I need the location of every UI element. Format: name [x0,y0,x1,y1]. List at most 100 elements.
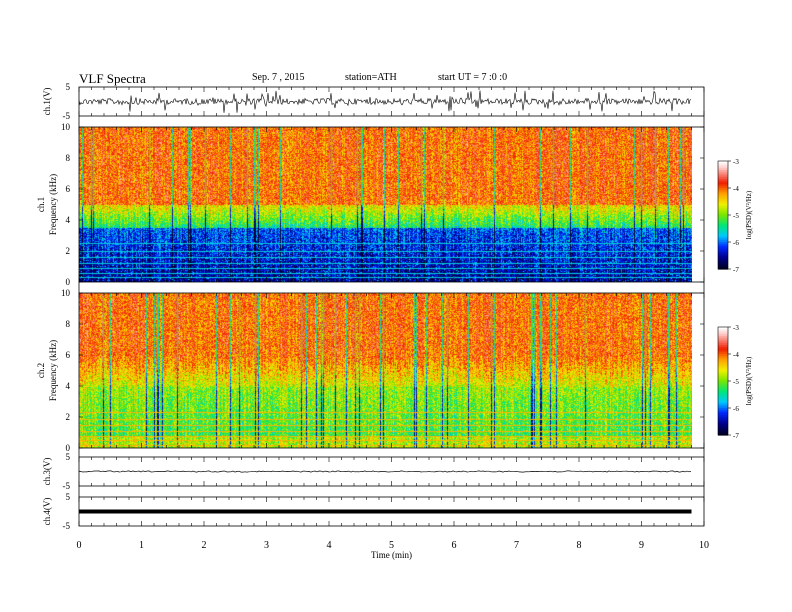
cbar2-swatch [718,348,728,351]
spec2-ytick-label: 10 [61,288,71,298]
cbar2-swatch [718,400,728,404]
cbar2-swatch [718,386,728,389]
cbar2-swatch [718,408,728,411]
spec2-image [79,293,692,448]
cbar2-swatch [718,382,728,386]
cbar1-swatch [718,225,728,229]
cbar2-swatch [718,413,728,416]
cbar1-swatch [718,265,728,268]
cbar1-tick-label: -4 [733,185,739,193]
cbar1-swatch [718,245,728,248]
cbar1-tick-label: -5 [733,212,739,220]
cbar2-swatch [718,381,728,384]
spec1-image [79,127,692,282]
cbar1-swatch [718,211,728,214]
cbar1-swatch [718,227,728,230]
cbar1-swatch [718,231,728,234]
cbar1-swatch [718,184,728,187]
cbar2-swatch [718,395,728,398]
cbar2-tick-label: -6 [733,405,739,413]
xtick-label: 3 [264,540,269,551]
cbar1-swatch [718,234,728,238]
cbar2-swatch [718,343,728,346]
cbar1-swatch [718,186,728,189]
ch2-colorbar: -3 -4 -5 -6 -7 log(PSD)(V²/Hz) [717,324,753,440]
spec1-ytick-label: 6 [66,184,71,194]
ch3-ytick-label: -5 [63,481,71,491]
cbar1-swatch [718,161,728,164]
cbar2-swatch [718,350,728,353]
cbar1-tick-label: -3 [733,158,739,166]
cbar1-swatch [718,204,728,207]
cbar2-swatch [718,330,728,333]
spec1-ylabel: Frequency (kHz) [48,174,58,235]
ch4-ytick-label: 5 [66,492,71,502]
cbar2-swatch [718,352,728,355]
cbar1-swatch [718,224,728,227]
cbar1-swatch [718,261,728,265]
cbar1-swatch [718,258,728,261]
time-axis: 0 1 2 3 4 5 6 7 8 9 10 Time (min) [77,116,709,560]
xtick-label: 7 [514,540,519,551]
cbar1-swatch [718,260,728,263]
cbar2-swatch [718,364,728,368]
cbar2-swatch [718,341,728,344]
ch1-waveform-panel: 5 -5 ch.1(V) [42,82,705,121]
cbar1-swatch [718,166,728,169]
cbar1-swatch [718,202,728,205]
cbar1-swatch [718,189,728,193]
ch4-ylabel: ch.4(V) [42,498,52,526]
cbar2-swatch [718,339,728,342]
cbar1-swatch [718,254,728,257]
cbar2-label: log(PSD)(V²/Hz) [745,356,753,405]
cbar1-swatch [718,182,728,185]
cbar2-swatch [718,366,728,369]
date-label: Sep. 7 , 2015 [252,72,305,83]
cbar2-swatch [718,397,728,400]
cbar1-swatch [718,162,728,166]
cbar2-swatch [718,337,728,341]
cbar1-swatch [718,229,728,232]
cbar2-swatch [718,332,728,335]
start-time-label: start UT = 7 :0 :0 [438,72,508,83]
cbar2-swatch [718,431,728,434]
cbar2-swatch [718,422,728,425]
cbar2-swatch [718,377,728,380]
cbar1-swatch [718,168,728,171]
ch4-ytick-label: -5 [63,521,71,531]
ch4-waveform-panel: 5 -5 ch.4(V) [42,492,705,531]
spec2-ylabel: Frequency (kHz) [48,340,58,401]
cbar1-swatch [718,267,728,270]
cbar2-swatch [718,433,728,436]
cbar2-swatch [718,388,728,391]
cbar2-swatch [718,359,728,362]
cbar1-swatch [718,179,728,182]
cbar2-swatch [718,424,728,427]
cbar2-swatch [718,418,728,422]
spec1-ytick-label: 8 [66,153,71,163]
cbar1-swatch [718,216,728,220]
cbar2-swatch [718,361,728,364]
chart-title: VLF Spectra [79,71,146,86]
cbar1-swatch [718,207,728,211]
cbar1-swatch [718,222,728,225]
ch3-trace [78,470,692,473]
cbar1-swatch [718,173,728,176]
spec1-ytick-label: 10 [61,122,71,132]
cbar1-swatch [718,188,728,191]
cbar2-swatch [718,402,728,405]
cbar1-swatch [718,209,728,212]
cbar2-tick-label: -5 [733,378,739,386]
spec2-ytick-label: 6 [66,350,71,360]
ch3-waveform-panel: 5 -5 ch.3(V) [42,452,705,491]
ch3-ylabel: ch.3(V) [42,458,52,486]
cbar2-swatch [718,363,728,366]
cbar1-swatch [718,256,728,259]
cbar1-swatch [718,195,728,198]
cbar1-tick-label: -7 [733,266,739,274]
xtick-label: 8 [577,540,582,551]
cbar2-swatch [718,345,728,348]
cbar2-swatch [718,391,728,395]
cbar1-swatch [718,263,728,266]
